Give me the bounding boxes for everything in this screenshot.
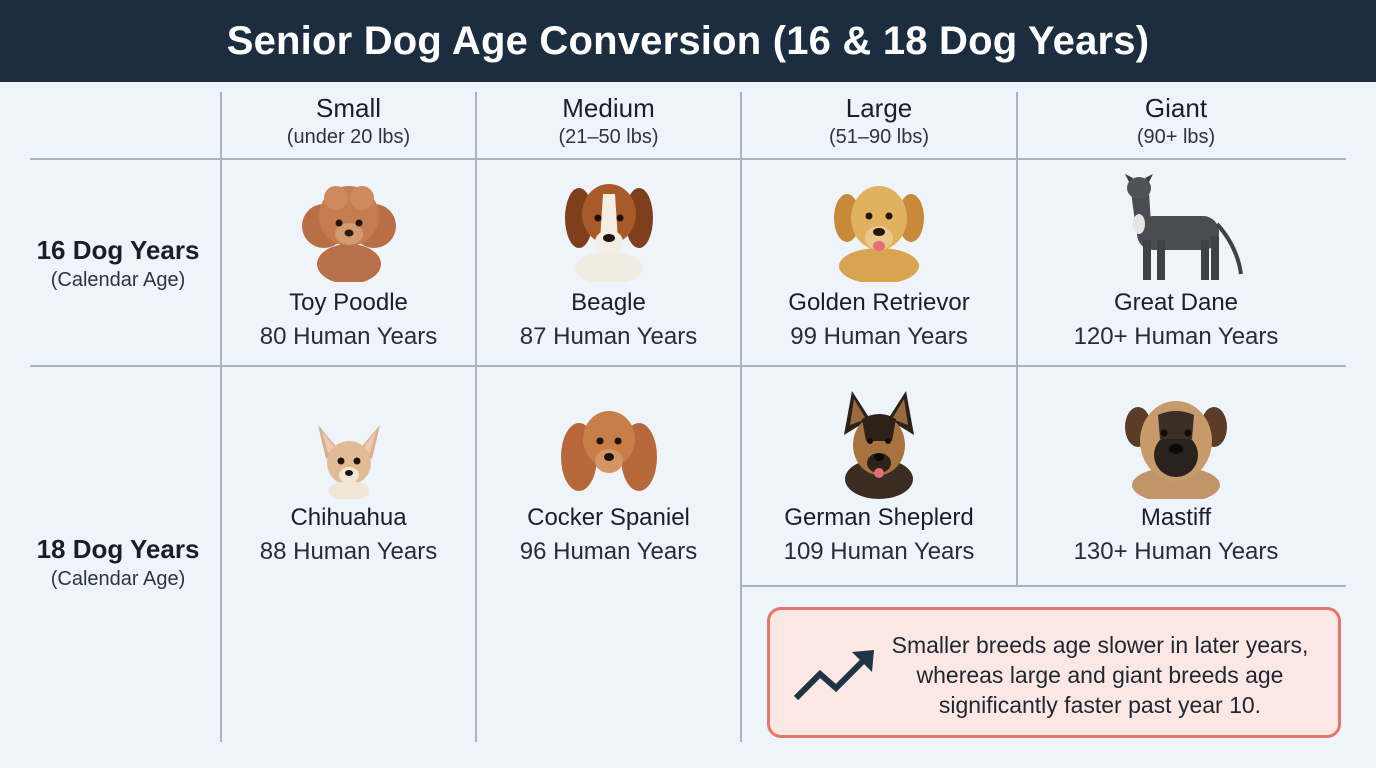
beagle-photo [564, 184, 653, 282]
row-subtitle: (Calendar Age) [50, 269, 186, 291]
chihuahua-photo [317, 425, 380, 499]
column-header-large: Large (51–90 lbs) [742, 92, 1016, 158]
german-shepherd-photo [844, 391, 914, 499]
grid-line-horizontal-row [30, 365, 1346, 367]
mastiff-photo [1125, 401, 1227, 499]
page-title: Senior Dog Age Conversion (16 & 18 Dog Y… [226, 18, 1150, 63]
title-banner: Senior Dog Age Conversion (16 & 18 Dog Y… [0, 0, 1376, 82]
grid-line-horizontal-header [30, 158, 1346, 160]
trend-up-arrow-icon [793, 650, 874, 701]
cell-chihuahua: Chihuahua 88 Human Years [222, 367, 475, 587]
grid-line-horizontal-note [740, 585, 1346, 587]
cocker-spaniel-photo [560, 411, 657, 491]
breed-name: German Sheplerd [784, 504, 974, 531]
human-years: 88 Human Years [259, 538, 438, 565]
breed-name: Cocker Spaniel [527, 504, 690, 531]
cell-mastiff: Mastiff 130+ Human Years [1018, 367, 1334, 585]
cell-golden-retriever: Golden Retrievor 99 Human Years [742, 160, 1016, 365]
breed-name: Beagle [571, 289, 646, 316]
breed-name: Toy Poodle [289, 289, 408, 316]
column-header-small: Small (under 20 lbs) [222, 92, 475, 158]
human-years: 120+ Human Years [1073, 323, 1279, 350]
golden-retriever-photo [834, 186, 924, 282]
breed-name: Golden Retrievor [788, 289, 970, 316]
breed-name: Great Dane [1113, 289, 1239, 316]
toy-poodle-photo [301, 186, 396, 282]
great-dane-photo [1125, 174, 1243, 280]
grid-line-vertical-3 [740, 92, 742, 742]
row-header-18: 18 Dog Years (Calendar Age) [0, 533, 236, 593]
grid-line-vertical-2 [475, 92, 477, 742]
column-range: (90+ lbs) [1136, 126, 1216, 148]
cell-toy-poodle: Toy Poodle 80 Human Years [222, 160, 475, 365]
column-range: (21–50 lbs) [558, 126, 659, 148]
column-name: Medium [562, 93, 655, 123]
note-text: Smaller breeds age slower in later years… [891, 632, 1309, 718]
row-title: 18 Dog Years [36, 534, 200, 564]
column-header-medium: Medium (21–50 lbs) [477, 92, 740, 158]
row-title: 16 Dog Years [36, 235, 200, 265]
breed-name: Mastiff [1140, 504, 1212, 531]
cell-german-shepherd: German Sheplerd 109 Human Years [742, 367, 1016, 585]
cell-beagle: Beagle 87 Human Years [477, 160, 740, 365]
grid-line-vertical-1 [220, 92, 222, 742]
column-range: (under 20 lbs) [286, 126, 411, 148]
human-years: 130+ Human Years [1073, 538, 1279, 565]
column-header-giant: Giant (90+ lbs) [1018, 92, 1334, 158]
row-subtitle: (Calendar Age) [50, 568, 186, 590]
column-range: (51–90 lbs) [828, 126, 930, 148]
column-name: Small [315, 93, 381, 123]
column-name: Large [845, 93, 913, 123]
human-years: 99 Human Years [790, 323, 968, 350]
human-years: 109 Human Years [783, 538, 975, 565]
column-name: Giant [1144, 93, 1208, 123]
human-years: 87 Human Years [519, 323, 698, 350]
cell-great-dane: Great Dane 120+ Human Years [1018, 160, 1334, 365]
note-callout: Smaller breeds age slower in later years… [767, 607, 1341, 738]
grid-line-vertical-4 [1016, 92, 1018, 585]
human-years: 96 Human Years [519, 538, 698, 565]
breed-name: Chihuahua [290, 504, 407, 531]
cell-cocker-spaniel: Cocker Spaniel 96 Human Years [477, 367, 740, 587]
human-years: 80 Human Years [259, 323, 438, 350]
row-header-16: 16 Dog Years (Calendar Age) [0, 234, 236, 294]
